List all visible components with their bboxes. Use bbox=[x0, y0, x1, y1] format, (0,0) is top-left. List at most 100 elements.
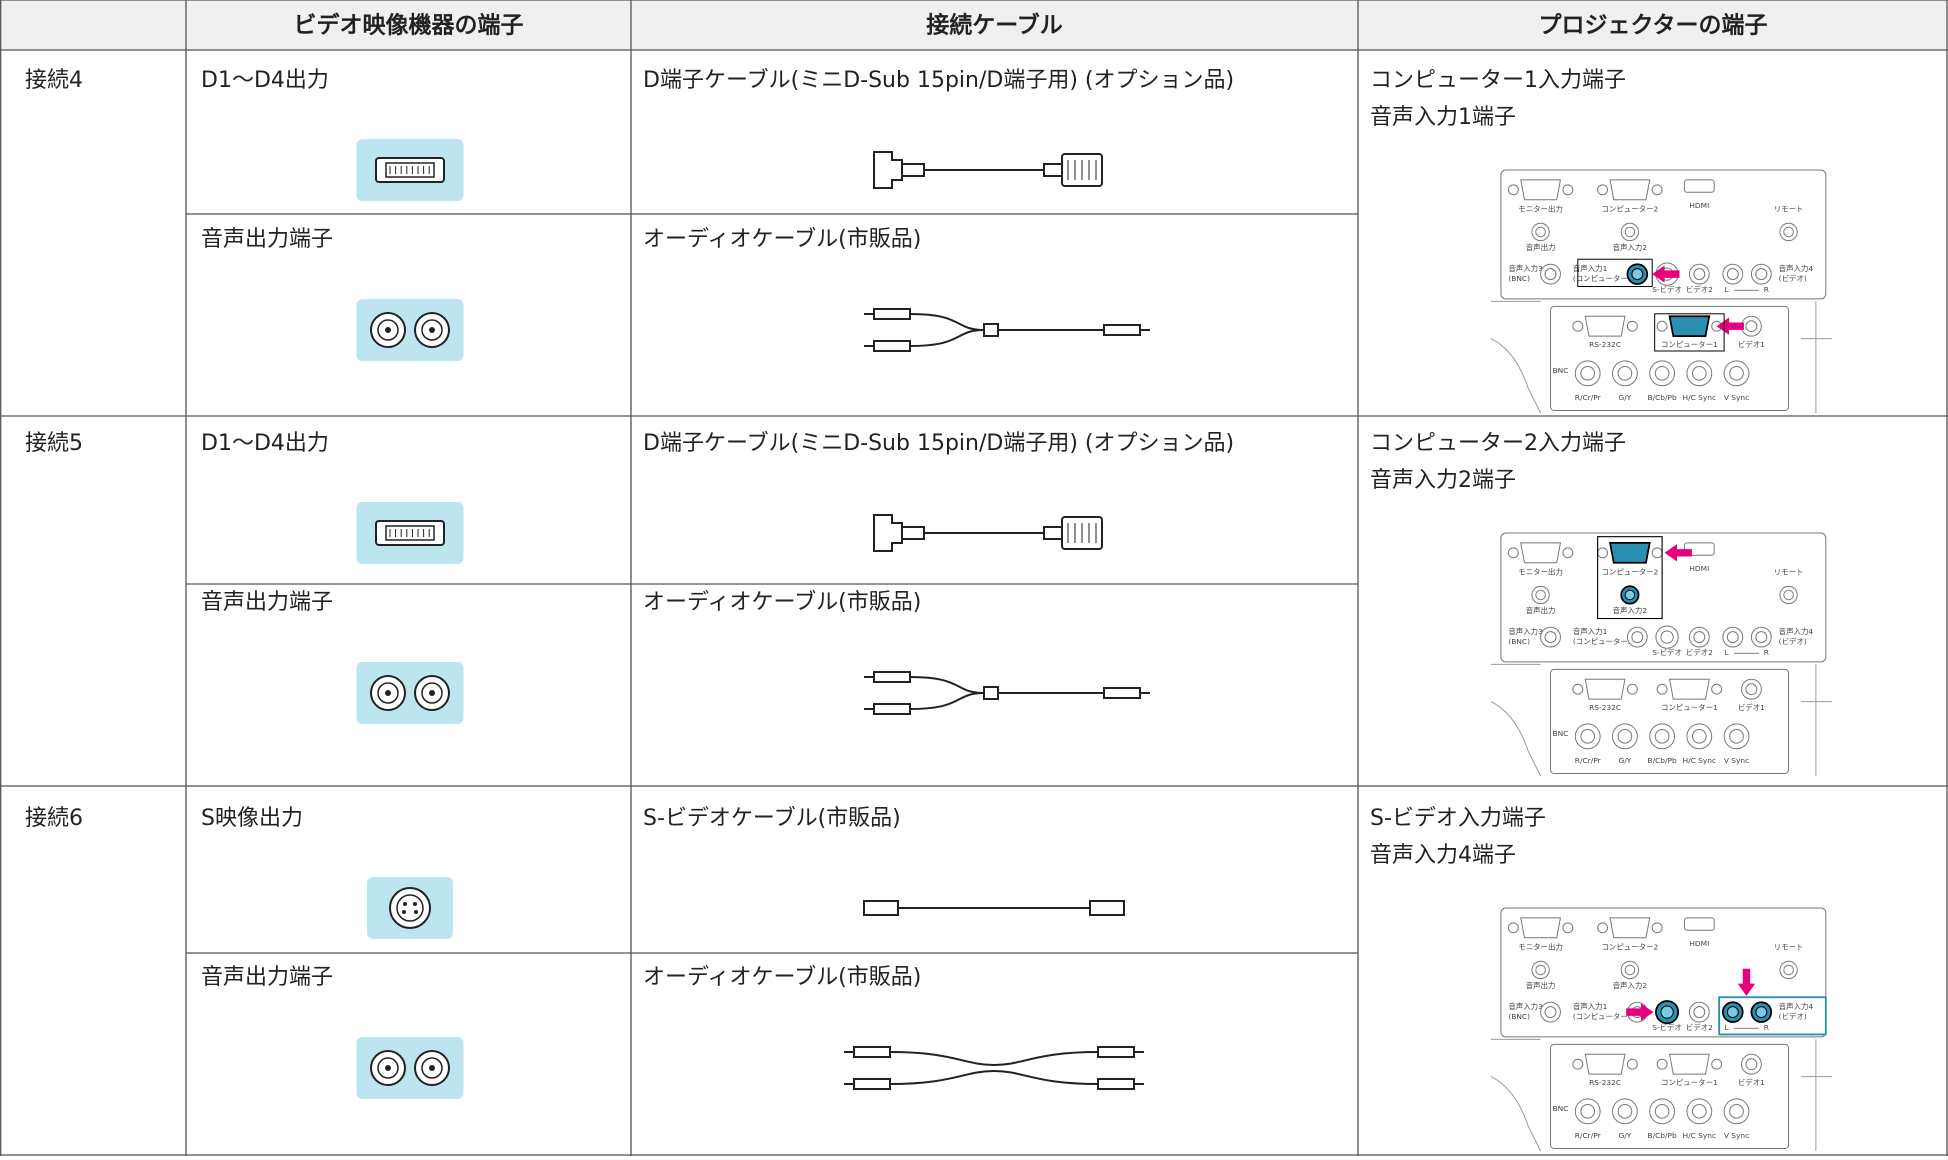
panel-label: V Sync bbox=[1724, 393, 1749, 402]
panel-label: L bbox=[1725, 1023, 1730, 1032]
panel-label: 音声入力1 bbox=[1573, 1001, 1608, 1011]
cable-boot bbox=[901, 163, 925, 177]
projector-terminal: 音声入力2端子 bbox=[1370, 468, 1516, 493]
rca-pin bbox=[429, 690, 435, 696]
screw bbox=[1626, 683, 1638, 695]
panel-label: ビデオ1 bbox=[1738, 702, 1765, 712]
rca-plug bbox=[873, 671, 911, 683]
rca-plug bbox=[853, 1078, 891, 1090]
panel-label: RS-232C bbox=[1589, 703, 1621, 712]
panel-label: RS-232C bbox=[1589, 340, 1621, 349]
panel-label: R/Cr/Pr bbox=[1575, 393, 1602, 402]
jack-inner bbox=[1729, 1104, 1744, 1119]
panel-label: V Sync bbox=[1724, 1131, 1749, 1140]
jack-inner bbox=[1617, 729, 1633, 744]
panel-label: リモート bbox=[1774, 568, 1804, 577]
panel-label: コンピューター1 bbox=[1661, 703, 1718, 712]
panel-label: リモート bbox=[1774, 943, 1804, 952]
dsub-port bbox=[1668, 1053, 1710, 1075]
dsub-port bbox=[1584, 315, 1626, 337]
cable-name: オーディオケーブル(市販品) bbox=[643, 227, 921, 252]
d-terminal-inner bbox=[385, 525, 435, 541]
screw bbox=[1572, 320, 1584, 332]
d-terminal bbox=[375, 157, 445, 183]
rca-jack-inner bbox=[421, 319, 443, 341]
panel-label: 音声出力 bbox=[1526, 242, 1556, 252]
panel-label: コンピューター2 bbox=[1601, 568, 1658, 577]
s-pin bbox=[402, 910, 406, 914]
connection-label: 接続5 bbox=[25, 431, 83, 456]
cable bbox=[889, 1069, 1099, 1085]
connection-label: 接続4 bbox=[25, 68, 83, 93]
jack-inner bbox=[1755, 1006, 1768, 1019]
panel-label: (ビデオ) bbox=[1779, 273, 1807, 283]
panel-label: G/Y bbox=[1619, 1131, 1632, 1140]
d-terminal-inner bbox=[385, 162, 435, 178]
jack-inner bbox=[1783, 964, 1794, 976]
cable-joint bbox=[983, 686, 999, 700]
projector-terminal: S-ビデオ入力端子 bbox=[1370, 806, 1546, 831]
panel-label: HDMI bbox=[1689, 939, 1709, 948]
panel-label: (BNC) bbox=[1508, 274, 1530, 283]
panel-label: 音声出力 bbox=[1526, 605, 1556, 615]
screw bbox=[1711, 1058, 1723, 1070]
s-jack-inner bbox=[396, 894, 424, 922]
panel-label: リモート bbox=[1774, 205, 1804, 214]
s-plug bbox=[863, 900, 899, 916]
cable-boot bbox=[1043, 526, 1063, 540]
dsub-port bbox=[1609, 917, 1651, 939]
jack-inner bbox=[1535, 226, 1546, 238]
arrow bbox=[1664, 544, 1692, 562]
highlight-box bbox=[1718, 996, 1827, 1036]
panel-label: L bbox=[1725, 285, 1730, 294]
highlight-box bbox=[1577, 258, 1653, 288]
cable-joint bbox=[983, 323, 999, 337]
jack-inner bbox=[1580, 1104, 1596, 1119]
panel-label: B/Cb/Pb bbox=[1648, 756, 1678, 765]
s-pin bbox=[414, 910, 418, 914]
rca-pin bbox=[429, 1065, 435, 1071]
panel-label: 音声入力4 bbox=[1779, 626, 1814, 636]
cable-name: オーディオケーブル(市販品) bbox=[643, 590, 921, 615]
panel-label: S-ビデオ bbox=[1652, 1022, 1682, 1032]
panel-label: BNC bbox=[1553, 1104, 1569, 1113]
dsub-port bbox=[1584, 1053, 1626, 1075]
s-jack bbox=[389, 887, 431, 929]
hdmi-port bbox=[1683, 179, 1715, 193]
panel-label: コンピューター1 bbox=[1661, 340, 1718, 349]
rca-pin bbox=[385, 1065, 391, 1071]
screw bbox=[1626, 320, 1638, 332]
source-terminal: S映像出力 bbox=[201, 806, 303, 831]
panel-label: 音声入力4 bbox=[1779, 263, 1814, 273]
jack-inner bbox=[1654, 1104, 1670, 1119]
arrow bbox=[1652, 265, 1680, 283]
cable-name: D端子ケーブル(ミニD-Sub 15pin/D端子用) (オプション品) bbox=[643, 68, 1234, 93]
dsub-port bbox=[1584, 678, 1626, 700]
source-terminal: 音声出力端子 bbox=[201, 590, 333, 615]
panel-label: V Sync bbox=[1724, 756, 1749, 765]
cable-boot bbox=[901, 526, 925, 540]
panel-label: R/Cr/Pr bbox=[1575, 756, 1602, 765]
panel-label: HDMI bbox=[1689, 201, 1709, 210]
source-terminal: D1～D4出力 bbox=[201, 431, 329, 456]
jack-inner bbox=[1654, 366, 1670, 381]
panel-label: 音声入力3 bbox=[1508, 626, 1543, 636]
header-cell: 接続ケーブル bbox=[926, 12, 1063, 39]
panel-top bbox=[1500, 532, 1827, 663]
panel-label: H/C Sync bbox=[1683, 393, 1717, 402]
jack-inner bbox=[1624, 226, 1636, 238]
jack-inner bbox=[1693, 631, 1706, 644]
panel-outline bbox=[1490, 1038, 1833, 1152]
s-pin bbox=[413, 902, 417, 906]
jack-inner bbox=[1745, 1058, 1758, 1071]
panel-top bbox=[1500, 907, 1827, 1038]
jack-inner bbox=[1617, 366, 1633, 381]
screw bbox=[1626, 1058, 1638, 1070]
panel-label: 音声入力1 bbox=[1573, 626, 1608, 636]
panel-label: ビデオ2 bbox=[1686, 1022, 1713, 1032]
panel-label: コンピューター2 bbox=[1601, 205, 1658, 214]
